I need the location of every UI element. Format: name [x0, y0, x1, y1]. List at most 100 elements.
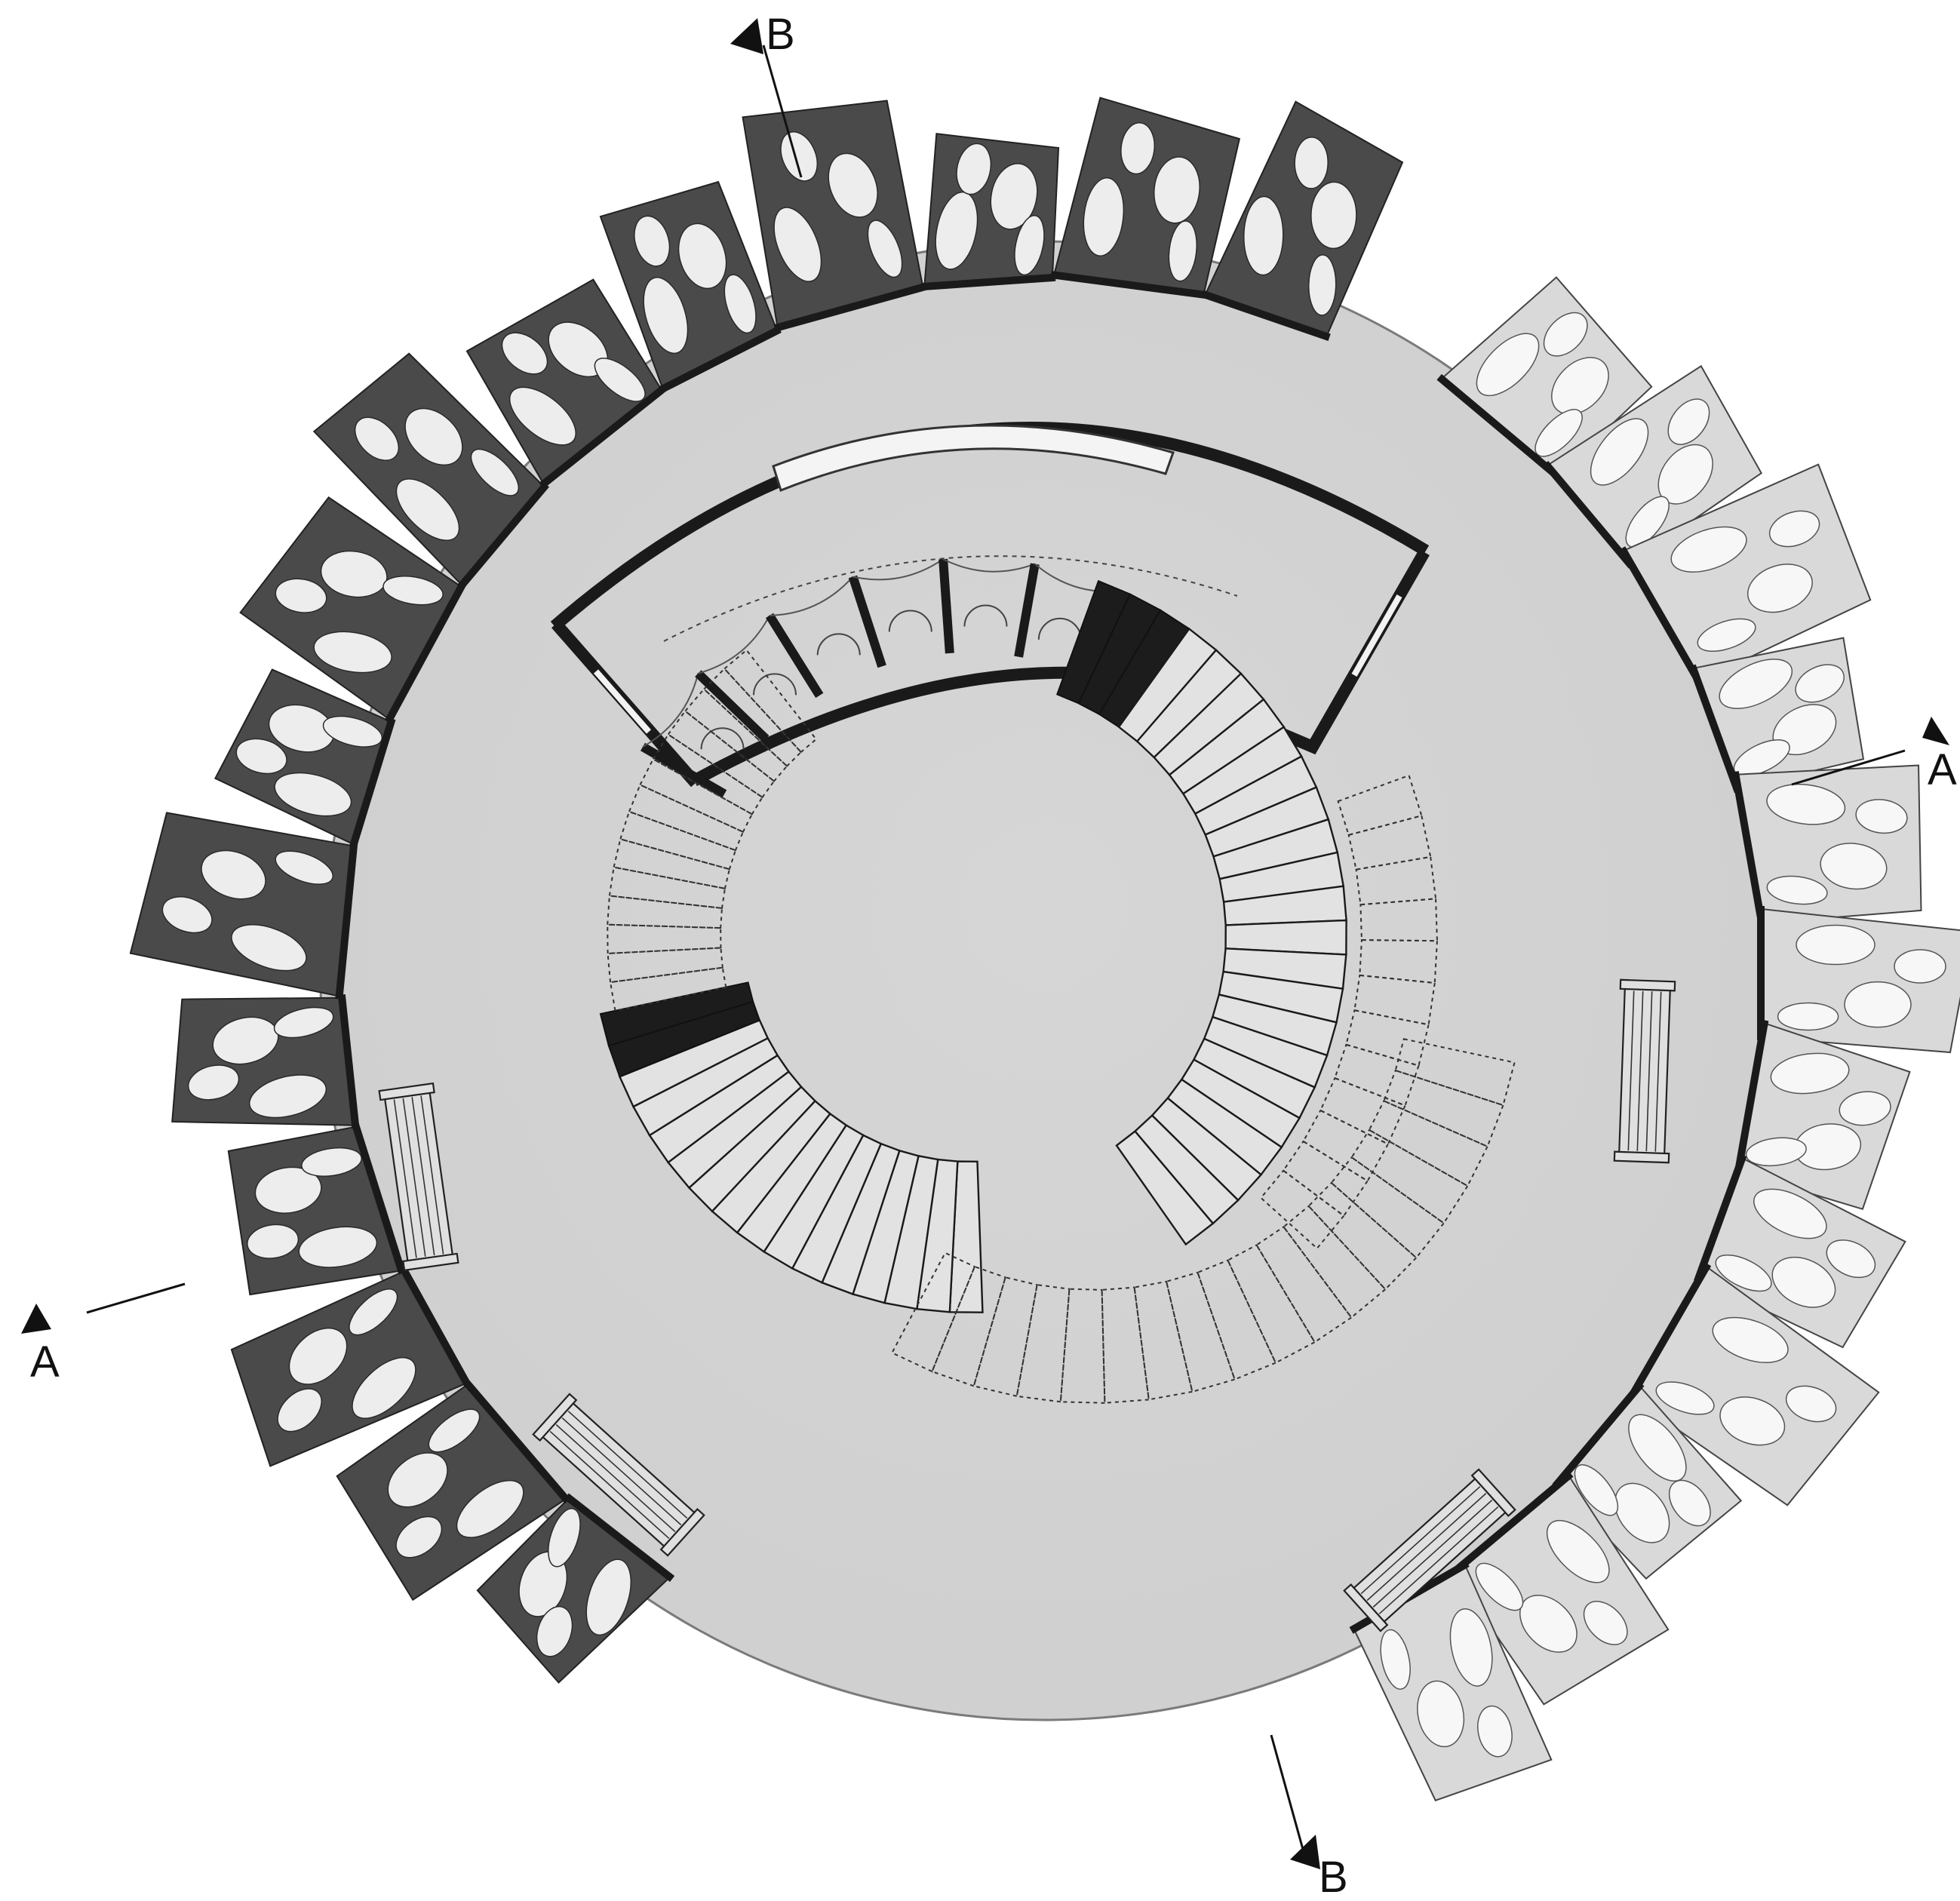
bench-end — [1343, 1583, 1389, 1632]
fin-opening — [273, 1006, 334, 1039]
fin-opening — [1785, 1385, 1837, 1423]
fin-opening — [1294, 137, 1329, 189]
fin-panel — [1626, 1262, 1880, 1506]
fin-opening — [677, 223, 727, 290]
partition-wall — [939, 558, 954, 654]
stair-tread — [1307, 1181, 1418, 1291]
fin-opening — [536, 1605, 573, 1657]
reception-counter — [772, 424, 1175, 492]
fin-opening — [1574, 1464, 1619, 1516]
fin-opening — [187, 1064, 240, 1101]
section-cutline — [1791, 749, 1906, 786]
stair-tread — [1347, 815, 1432, 871]
fin-opening — [1768, 510, 1820, 548]
bench-slat — [1654, 991, 1662, 1152]
stair-tread — [1255, 1226, 1353, 1344]
east-wall-opening — [1351, 594, 1402, 677]
stair-tread — [1101, 1286, 1150, 1404]
fin-opening — [1697, 618, 1756, 653]
room-arc — [942, 558, 1036, 573]
bench-slat — [567, 1411, 688, 1519]
stair-south-solid — [599, 981, 984, 1313]
fin-opening — [501, 332, 548, 375]
fin-opening — [254, 1166, 322, 1214]
stair-tread — [1133, 1280, 1194, 1401]
fin-panel — [1436, 276, 1653, 481]
fin-panel — [465, 278, 667, 489]
fin-opening — [1745, 1137, 1807, 1167]
partition-wall — [640, 742, 727, 798]
fin-opening — [1719, 659, 1793, 709]
fin-opening — [352, 1356, 416, 1419]
fin-base-edge — [921, 273, 1056, 291]
stair-tread — [599, 981, 754, 1047]
partition-wall — [765, 613, 824, 699]
fin-opening — [1310, 181, 1357, 250]
section-cutline — [1270, 1734, 1305, 1853]
stair-tread — [1319, 1076, 1406, 1146]
fin-opening — [231, 924, 307, 972]
fin-opening — [1243, 195, 1284, 276]
fin-panel — [1734, 1019, 1911, 1211]
fin-opening — [1614, 1482, 1670, 1543]
fin-opening — [1733, 739, 1790, 777]
stair-tread — [1227, 1244, 1316, 1364]
fin-opening — [161, 896, 213, 934]
fin-base-edge — [1757, 906, 1765, 1040]
bench-slat — [1636, 990, 1644, 1151]
section-cutline — [86, 1282, 186, 1314]
fin-opening — [1796, 924, 1876, 966]
room-arc — [770, 576, 854, 616]
door-swing — [963, 604, 1008, 627]
section-marker-a-west: A — [21, 1282, 186, 1387]
fin-base-edge — [773, 282, 927, 333]
fin-opening — [1417, 1680, 1465, 1748]
bench-slat — [549, 1430, 670, 1539]
fin-panel — [1201, 100, 1404, 342]
fin-opening — [1820, 843, 1888, 890]
fin-opening — [201, 849, 266, 900]
fin-panel — [1688, 637, 1865, 794]
spiral-stairs — [599, 579, 1516, 1404]
stair-tread — [613, 838, 731, 890]
bench-slat — [393, 1099, 417, 1258]
stair-tread — [609, 966, 727, 1012]
fin-base-edge — [1436, 373, 1562, 481]
bench-slat — [1627, 990, 1635, 1151]
stair-west-dashed — [607, 649, 818, 1012]
section-label: B — [766, 10, 795, 59]
fin-opening — [1535, 409, 1583, 457]
bench-southwest — [532, 1393, 705, 1557]
fin-opening — [313, 631, 392, 674]
fin-opening — [275, 850, 333, 885]
stair-tread — [1302, 1109, 1390, 1182]
fin-panel — [921, 133, 1060, 291]
fin-panel — [1448, 1470, 1670, 1706]
stair-tread — [1368, 1100, 1488, 1187]
fin-opening — [1307, 254, 1337, 316]
fin-base-edge — [456, 482, 549, 590]
stair-tread — [1282, 1140, 1369, 1218]
fin-panel — [1050, 97, 1241, 299]
stair-tread — [608, 866, 727, 909]
fin-base-edge — [1688, 664, 1742, 794]
fin-opening — [1795, 664, 1845, 703]
partition-wall — [1014, 563, 1040, 658]
fin-opening — [1014, 215, 1045, 276]
fin-base-edge — [462, 1379, 571, 1504]
fin-panel — [214, 668, 396, 849]
section-arrow-icon — [1922, 717, 1949, 745]
fin-opening — [428, 1408, 481, 1453]
room-arc — [642, 673, 699, 748]
fin-base-edge — [1626, 1262, 1712, 1402]
fin-opening — [1766, 875, 1828, 905]
fin-opening — [1771, 1256, 1836, 1308]
fin-shape — [171, 997, 356, 1126]
fin-panel — [129, 812, 358, 1000]
stair-tread — [1334, 1043, 1420, 1107]
stair-tread — [972, 1276, 1038, 1397]
fin-opening — [1855, 799, 1908, 834]
fin-opening — [301, 1147, 362, 1177]
fin-opening — [404, 407, 463, 466]
bench-slat — [411, 1097, 435, 1256]
